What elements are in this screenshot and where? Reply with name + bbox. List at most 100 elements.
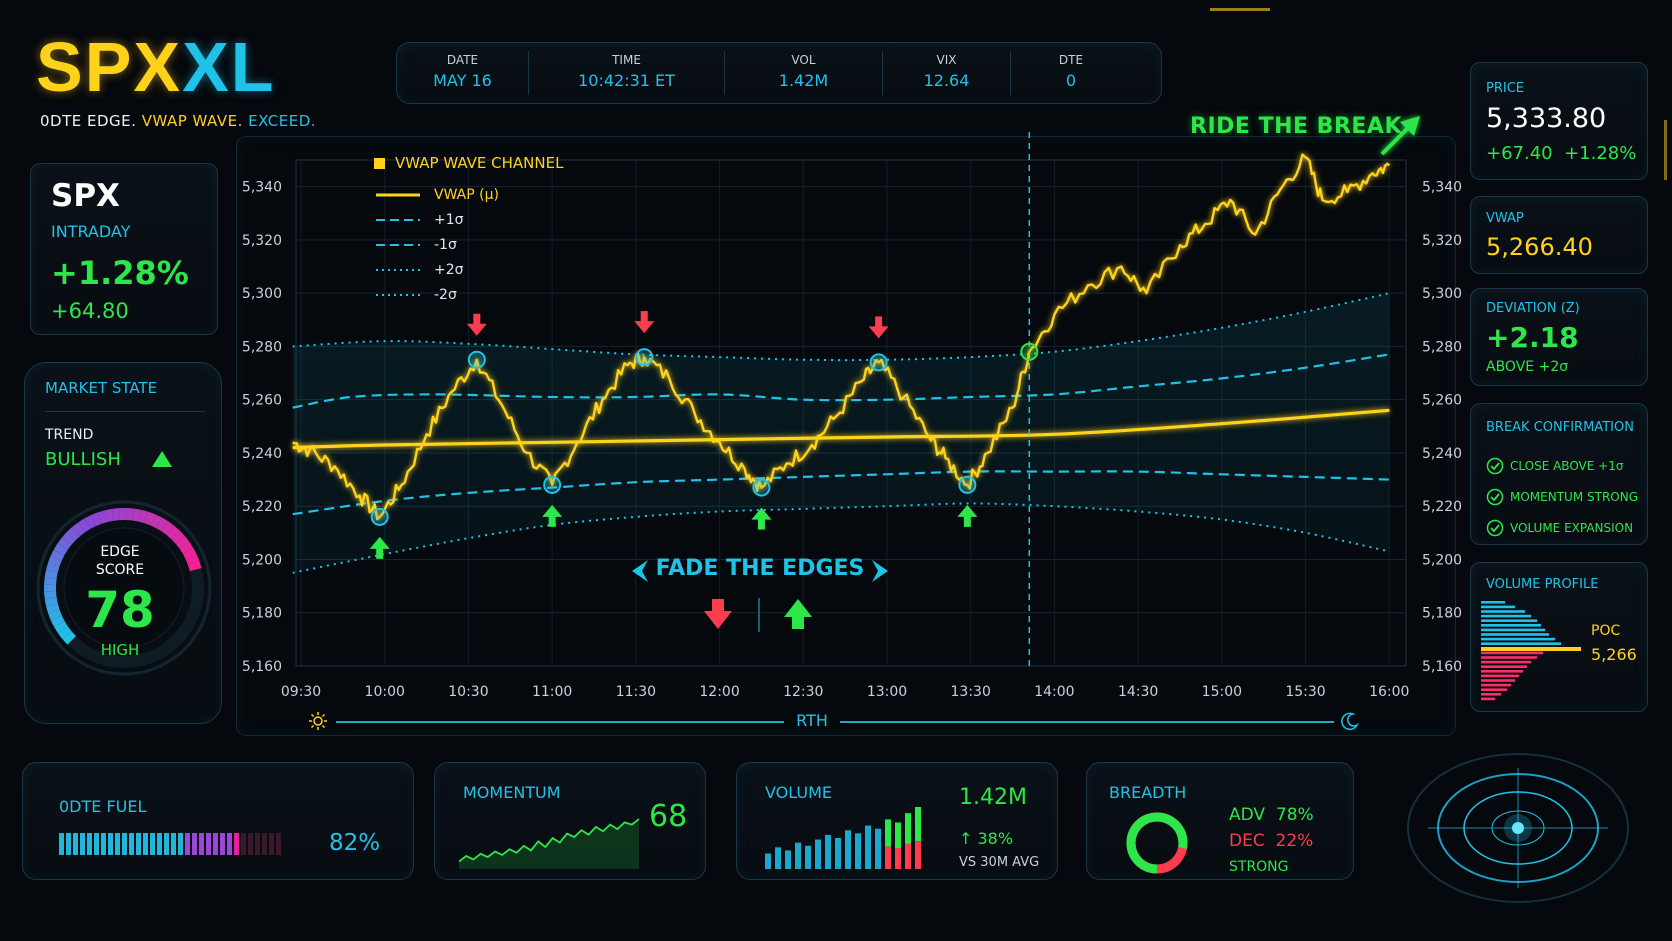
vp-bar [1481,642,1561,645]
legend-label: -2σ [434,286,457,303]
fuel-segment [199,833,204,855]
fuel-segment [276,833,281,855]
gauge-segment [78,518,91,533]
x-tick: 16:00 [1369,684,1409,700]
legend-item: +2σ [374,257,594,282]
gauge-segment [171,530,185,544]
price-card: PRICE 5,333.80 +67.40 +1.28% [1470,62,1648,180]
y-tick-left: 5,340 [242,180,282,196]
volume-bar [865,825,871,869]
fuel-percent: 82% [329,830,381,856]
spx-change-pts: +64.80 [51,299,129,323]
y-tick-left: 5,260 [242,393,282,409]
legend-item: +1σ [374,207,594,232]
moon-icon [1341,712,1359,731]
volume-bar [915,807,921,842]
price-change: +67.40 +1.28% [1486,143,1636,164]
fuel-meter [59,833,281,855]
gauge-segment [126,508,134,521]
break-item: VOLUME EXPANSION [1486,512,1638,543]
trend-up-icon [152,451,172,467]
touch-point [958,475,977,494]
topbar-item-vix: VIX 12.64 [883,51,1011,95]
break-item-label: CLOSE ABOVE +1σ [1510,458,1624,473]
gauge-segment [44,570,58,580]
legend-title-swatch [374,157,385,169]
gauge-segment [62,631,76,645]
fuel-segment [178,833,183,855]
x-tick: 10:00 [365,684,405,700]
topbar-item-dte: DTE 0 [1011,51,1131,95]
volume-bar [815,839,821,869]
vwap-card: VWAP 5,266.40 [1470,196,1648,274]
fuel-segment [73,833,78,855]
topbar-label: DATE [446,53,479,67]
session-line-right [840,721,1334,723]
momentum-sparkline [459,818,639,869]
volume-bar [905,813,911,844]
fuel-segment [101,833,106,855]
tagline-3: EXCEED. [248,112,317,130]
ride-the-break-label: RIDE THE BREAK [1190,114,1402,139]
break-confirmation-card: BREAK CONFIRMATION CLOSE ABOVE +1σ MOMENT… [1470,403,1648,545]
x-tick: 10:30 [448,684,488,700]
volume-bars [765,807,921,869]
volume-bar [915,841,921,869]
edge-score-gauge [36,500,212,676]
fuel-segment [234,833,239,855]
momentum-value: 68 [649,799,688,834]
sun-icon [309,712,327,730]
volume-bar [795,842,801,869]
spx-card: SPX INTRADAY +1.28% +64.80 [30,163,218,335]
legend-title-text: VWAP WAVE CHANNEL [395,154,564,172]
gauge-segment [46,563,60,573]
gauge-segment [54,621,68,634]
vp-bar [1481,651,1543,655]
breadth-label: BREADTH [1109,783,1187,802]
poc-label: POC [1591,623,1621,639]
y-tick-right: 5,300 [1422,286,1462,302]
gauge-segment [156,517,169,532]
price-label: PRICE [1486,81,1524,96]
breadth-donut [1126,812,1188,874]
y-tick-right: 5,160 [1422,659,1462,675]
dec-pct: 22% [1275,831,1314,851]
legend-swatch [376,218,420,221]
momentum-label: MOMENTUM [463,783,561,802]
y-tick-right: 5,200 [1422,552,1462,568]
touch-point [1020,342,1039,361]
ride-break-arrow-icon [1380,116,1420,156]
vp-bar [1481,683,1511,687]
spx-change-pct: +1.28% [51,254,189,292]
volume-bar [835,838,841,869]
deviation-value: +2.18 [1486,321,1579,354]
touch-point [869,353,888,372]
fuel-segment [206,833,211,855]
fuel-segment [248,833,253,855]
gauge-segment [175,535,190,549]
deviation-card: DEVIATION (Z) +2.18 ABOVE +2σ [1470,288,1648,386]
topbar-label: DTE [1058,53,1084,67]
buy-arrow-icon [957,504,978,527]
legend-label: +2σ [434,261,464,278]
break-title: BREAK CONFIRMATION [1486,420,1634,435]
gauge-segment [84,515,96,529]
gauge-segment [44,591,57,600]
topbar-item-time: TIME 10:42:31 ET [529,51,725,95]
brand-logo: SPXXL [36,30,276,104]
session-label: RTH [796,711,828,730]
volume-bar [875,828,881,869]
break-item-label: MOMENTUM STRONG [1510,489,1638,504]
topbar-value: 1.42M [778,71,829,90]
gauge-segment [104,508,114,523]
fuel-segment [66,833,71,855]
fuel-segment [220,833,225,855]
vp-bar [1481,601,1505,604]
trend-value: BULLISH [45,449,121,470]
vp-bar [1481,670,1523,673]
deviation-label: DEVIATION (Z) [1486,301,1580,316]
y-tick-right: 5,280 [1422,339,1462,355]
fuel-segment [122,833,127,855]
gauge-segment [48,609,62,621]
dec-label: DEC [1229,831,1265,851]
